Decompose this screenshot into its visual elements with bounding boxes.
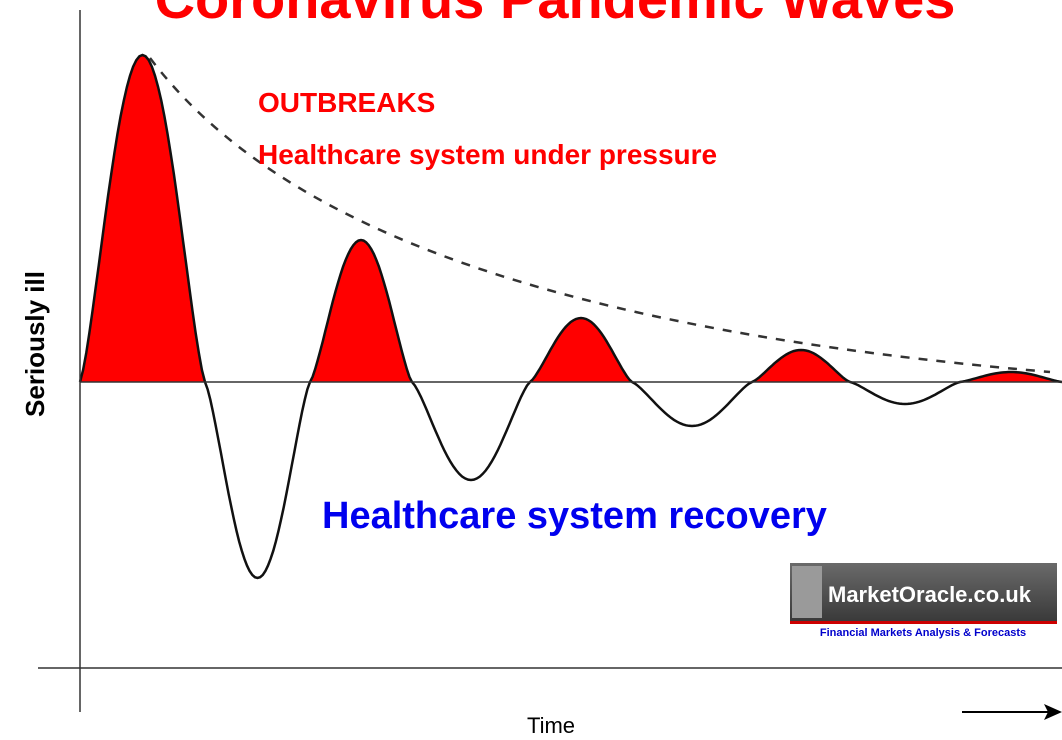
outbreak-fill [530, 318, 632, 382]
logo: MarketOracle.co.uk Financial Markets Ana… [790, 563, 1057, 639]
waves [78, 53, 1062, 580]
logo-stripe [790, 621, 1057, 624]
envelope [149, 57, 1051, 374]
outbreak-fill [960, 372, 1062, 382]
outbreak-fill [80, 55, 205, 382]
outbreak-fill [752, 350, 850, 382]
logo-box [790, 563, 1057, 621]
logo-tagline: Financial Markets Analysis & Forecasts [820, 627, 1026, 639]
wave-line [78, 53, 1062, 580]
y-axis-label: Seriously ill [20, 271, 50, 417]
pressure-label: Healthcare system under pressure [258, 139, 717, 170]
recovery-label: Healthcare system recovery [322, 495, 827, 537]
title: Coronavirus Pandemic Waves [155, 0, 956, 30]
logo-name: MarketOracle.co.uk [828, 582, 1032, 607]
logo-icon [792, 566, 822, 618]
arrow-head [1044, 704, 1062, 720]
x-axis-label: Time [527, 713, 575, 738]
outbreak-fill [310, 240, 412, 382]
outbreaks-label: OUTBREAKS [258, 87, 435, 118]
